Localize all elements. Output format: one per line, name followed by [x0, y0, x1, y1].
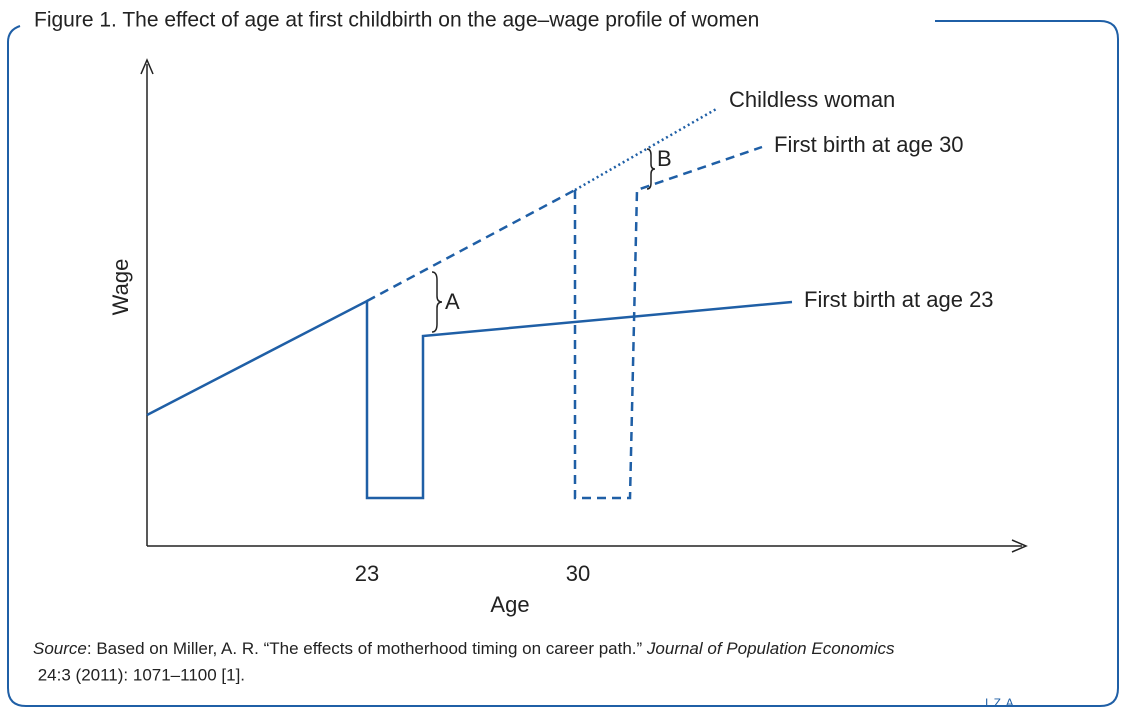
- source-label: Source: [33, 639, 87, 658]
- x-axis: [147, 539, 1028, 553]
- brace-a: [431, 271, 443, 333]
- line-childless: [574, 106, 719, 192]
- x-axis-label: Age: [490, 592, 529, 617]
- logo: I Z A: [985, 696, 1015, 710]
- source-journal: Journal of Population Economics: [646, 639, 895, 658]
- x-tick-label: 30: [566, 561, 590, 586]
- y-axis: [140, 58, 154, 546]
- frame: [7, 20, 1119, 707]
- line-counterfactual: [366, 188, 576, 303]
- line-birth-23: [146, 298, 793, 500]
- line-label: First birth at age 30: [774, 132, 964, 157]
- source-text: : Based on Miller, A. R. “The effects of…: [87, 639, 647, 658]
- source-line: Source: Based on Miller, A. R. “The effe…: [33, 639, 895, 658]
- gap-label: A: [445, 289, 460, 314]
- gap-label: B: [657, 146, 672, 171]
- brace-b: [646, 148, 656, 190]
- line-label: First birth at age 23: [804, 287, 994, 312]
- title: Figure 1. The effect of age at first chi…: [34, 9, 759, 32]
- x-tick-label: 23: [355, 561, 379, 586]
- source-text: 24:3 (2011): 1071–1100 [1].: [33, 665, 245, 684]
- line-birth-30: [573, 145, 763, 500]
- line-label: Childless woman: [729, 87, 895, 112]
- y-axis-label: Wage: [108, 259, 133, 316]
